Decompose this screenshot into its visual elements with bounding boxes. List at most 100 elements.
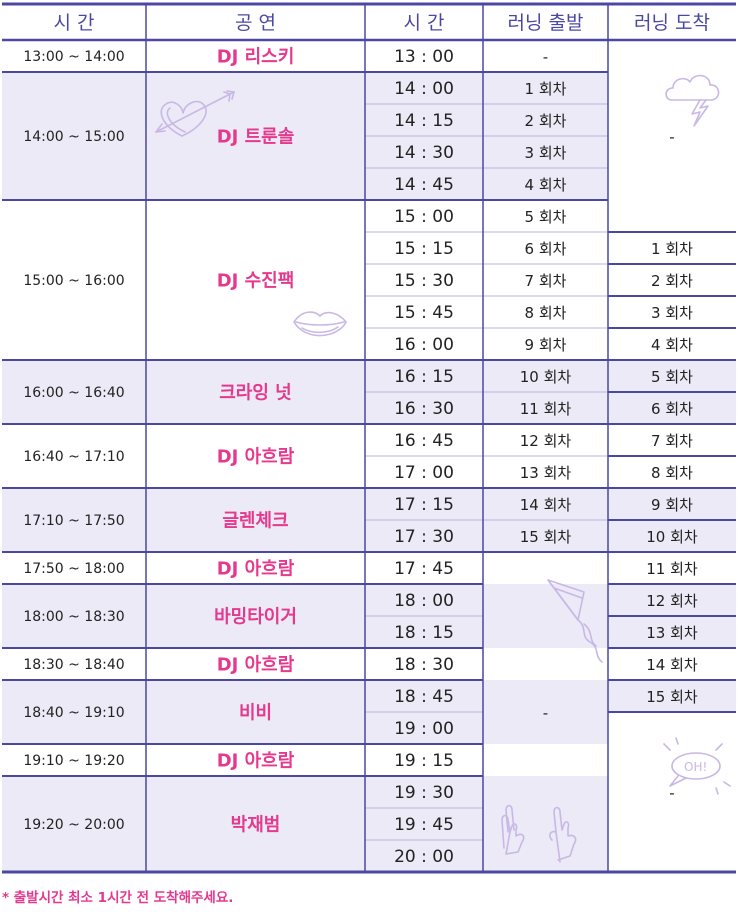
departure-round: 6 회차 [525,240,567,258]
performance-name: DJ 리스키 [217,47,295,68]
header-arrive: 러닝 도착 [634,12,710,34]
performance-name: DJ 아흐람 [217,559,295,580]
departure-round: 15 회차 [520,528,572,546]
departure-round: 12 회차 [520,432,572,450]
time-slot: 18 : 45 [394,687,454,707]
performance-name: 크라잉 넛 [219,383,292,404]
svg-text:OH!: OH! [684,760,707,774]
time-slot: 14 : 30 [394,143,454,163]
time-slot: 19 : 00 [394,719,454,739]
schedule-table: OH! 시 간 공 연 시 간 러닝 출발 러닝 도착 13:00 ~ 14:00 DJ 리… [2,2,736,874]
arrival-round: 9 회차 [651,496,693,514]
departure-round: 14 회차 [520,496,572,514]
performance-period: 16:00 ~ 16:40 [23,385,124,401]
time-slot: 17 : 30 [394,527,454,547]
performance-period: 18:40 ~ 19:10 [23,705,124,721]
time-slot: 15 : 15 [394,239,454,259]
time-slot: 14 : 15 [394,111,454,131]
performance-period: 18:30 ~ 18:40 [23,657,124,673]
time-slot: 14 : 00 [394,79,454,99]
time-slot: 15 : 45 [394,303,454,323]
arrival-shading [608,488,736,520]
arrival-round: 11 회차 [646,560,698,578]
performance-period: 16:40 ~ 17:10 [23,449,124,465]
arrival-shading [608,584,736,616]
arrival-round: 12 회차 [646,592,698,610]
arrival-shading [608,360,736,392]
arrival-round: 2 회차 [651,272,693,290]
arrival-round: 5 회차 [651,368,693,386]
arrival-round: 15 회차 [646,688,698,706]
time-slot: 19 : 15 [394,751,454,771]
time-slot: 19 : 30 [394,783,454,803]
arrival-round: 7 회차 [651,432,693,450]
arrival-round: 8 회차 [651,464,693,482]
time-slot: 14 : 45 [394,175,454,195]
arrival-round: - [669,784,674,802]
arrival-round: 4 회차 [651,336,693,354]
departure-round: 1 회차 [525,80,567,98]
departure-round: 11 회차 [520,400,572,418]
header-show: 공 연 [235,12,276,34]
time-slot: 18 : 00 [394,591,454,611]
time-slot: 13 : 00 [394,47,454,67]
departure-round: 10 회차 [520,368,572,386]
oh-bubble-icon: OH! [663,737,731,795]
performance-period: 19:20 ~ 20:00 [23,817,124,833]
departure-round: 3 회차 [525,144,567,162]
time-slot: 18 : 30 [394,655,454,675]
performance-name: 바밍타이거 [214,607,297,628]
departure-round: 5 회차 [525,208,567,226]
departure-round: 7 회차 [525,272,567,290]
time-slot: 15 : 30 [394,271,454,291]
performance-period: 17:50 ~ 18:00 [23,561,124,577]
arrival-round: 1 회차 [651,240,693,258]
departure-round: - [543,48,548,66]
heart-arrow-icon [155,90,235,137]
departure-round: 13 회차 [520,464,572,482]
performance-name: DJ 트룬솔 [217,127,295,148]
performance-period: 17:10 ~ 17:50 [23,513,124,529]
arrival-round: 10 회차 [646,528,698,546]
cloud-lightning-icon [665,74,720,127]
kite-icon [547,579,603,663]
row-shading [2,680,608,744]
performance-name: 글렌체크 [222,511,288,532]
header-depart: 러닝 출발 [508,12,584,34]
time-slot: 16 : 45 [394,431,454,451]
performance-period: 18:00 ~ 18:30 [23,609,124,625]
arrival-round: 3 회차 [651,304,693,322]
time-slot: 16 : 00 [394,335,454,355]
departure-round: - [543,704,548,722]
time-slot: 16 : 15 [394,367,454,387]
performance-name: 박재범 [231,815,281,836]
performance-name: DJ 아흐람 [217,447,295,468]
departure-round: 4 회차 [525,176,567,194]
rock-hands-icon [501,804,577,863]
departure-round: 8 회차 [525,304,567,322]
performance-period: 15:00 ~ 16:00 [23,273,124,289]
time-slot: 20 : 00 [394,847,454,867]
time-slot: 17 : 45 [394,559,454,579]
time-slot: 17 : 00 [394,463,454,483]
header-slot: 시 간 [404,12,445,34]
time-slot: 15 : 00 [394,207,454,227]
departure-round: 2 회차 [525,112,567,130]
performance-period: 13:00 ~ 14:00 [23,49,124,65]
performance-period: 14:00 ~ 15:00 [23,129,124,145]
footnote: * 출발시간 최소 1시간 전 도착해주세요. [2,890,234,906]
lips-icon [293,311,347,337]
arrival-round: 6 회차 [651,400,693,418]
performance-name: DJ 아흐람 [217,655,295,676]
performance-name: DJ 아흐람 [217,751,295,772]
performance-name: 비비 [239,703,272,724]
arrival-round: 13 회차 [646,624,698,642]
arrival-shading [608,616,736,648]
performance-name: DJ 수진팩 [217,271,295,292]
performance-period: 19:10 ~ 19:20 [23,753,124,769]
time-slot: 18 : 15 [394,623,454,643]
arrival-round: - [669,128,674,146]
arrival-shading [608,520,736,552]
time-slot: 16 : 30 [394,399,454,419]
header-time: 시 간 [54,12,95,34]
